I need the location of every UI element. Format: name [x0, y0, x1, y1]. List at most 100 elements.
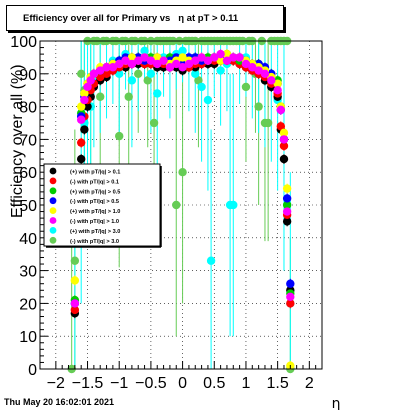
x-tick-label: 1	[242, 375, 251, 392]
data-point	[149, 118, 159, 128]
data-point	[282, 217, 292, 226]
data-point	[70, 299, 80, 308]
data-point	[76, 138, 86, 147]
data-point	[222, 56, 232, 65]
data-point	[86, 76, 95, 85]
data-point	[210, 53, 219, 62]
data-point	[191, 56, 200, 65]
legend-label: (-) with pT/|q| > 0.5	[70, 199, 119, 205]
data-point	[229, 200, 238, 210]
legend-label: (-) with pT/|q| > 3.0	[70, 239, 119, 245]
data-point	[178, 46, 187, 56]
data-point	[108, 63, 118, 72]
data-point	[76, 154, 86, 164]
data-point	[172, 59, 181, 69]
legend-label: (+) with pT/|q| > 1.0	[70, 209, 120, 215]
data-point	[273, 79, 282, 88]
data-point	[216, 66, 225, 75]
data-point	[282, 200, 292, 210]
data-point	[279, 154, 289, 164]
data-point	[89, 69, 99, 79]
x-tick-label: 0	[178, 375, 187, 392]
legend: (+) with pT/|q| > 0.1 (-) with pT/|q| > 0…	[43, 163, 162, 248]
data-point	[279, 135, 289, 144]
data-point	[282, 184, 292, 193]
y-tick-label: 50	[19, 198, 37, 215]
legend-marker	[49, 236, 57, 244]
data-point	[286, 299, 295, 308]
data-point	[153, 59, 162, 69]
data-point	[263, 118, 273, 128]
y-tick-label: 30	[19, 264, 37, 281]
x-tick-label: −2	[47, 375, 65, 392]
legend-marker	[49, 167, 57, 175]
y-axis-label: Efficiency over all (%)	[9, 64, 26, 218]
data-point	[178, 53, 187, 62]
y-tick-label: 90	[19, 67, 37, 84]
y-tick-label: 60	[19, 165, 37, 182]
data-point	[184, 59, 194, 69]
legend-marker	[49, 187, 57, 195]
data-point	[276, 122, 286, 131]
data-point	[153, 89, 162, 98]
legend-marker	[49, 197, 57, 205]
data-point	[178, 168, 187, 177]
data-point	[178, 63, 187, 72]
data-point	[197, 53, 206, 62]
data-point	[115, 131, 124, 141]
data-point	[127, 76, 137, 85]
data-point	[70, 256, 80, 265]
data-point	[83, 102, 92, 111]
data-point	[115, 59, 124, 69]
data-point	[159, 56, 168, 65]
data-point	[140, 53, 149, 62]
data-point	[191, 69, 200, 79]
data-point	[124, 92, 133, 101]
data-point	[121, 56, 130, 65]
data-point	[83, 82, 92, 92]
data-point	[286, 279, 295, 288]
data-point	[76, 115, 86, 124]
x-tick-label: −1	[110, 375, 128, 392]
data-point	[197, 82, 206, 92]
data-point	[76, 69, 86, 79]
data-point	[96, 72, 105, 82]
data-point	[70, 305, 80, 315]
legend-label: (+) with pT/|q| > 0.5	[70, 189, 120, 195]
data-point	[127, 59, 137, 69]
data-point	[102, 69, 111, 79]
data-point	[216, 56, 225, 65]
data-point	[241, 59, 251, 69]
data-point	[222, 49, 232, 59]
data-point	[248, 63, 257, 72]
data-point	[76, 102, 86, 111]
legend-label: (+) with pT/|q| > 3.0	[70, 229, 120, 235]
data-point	[115, 69, 124, 79]
y-tick-label: 20	[19, 296, 37, 313]
data-point	[203, 95, 213, 105]
data-point	[96, 92, 105, 101]
data-point	[273, 86, 282, 95]
data-point	[254, 102, 263, 111]
data-point	[279, 128, 289, 138]
legend-marker	[49, 217, 57, 224]
data-point	[241, 82, 251, 92]
data-point	[254, 66, 263, 75]
y-tick-label: 70	[19, 132, 37, 149]
legend-marker	[49, 177, 57, 185]
data-point	[282, 194, 292, 203]
data-point	[206, 256, 216, 265]
data-point	[102, 63, 111, 72]
axes: 0 10 20 30 40 50 60 70 80 90 100 −2 −1.5 −1 −0.5 0 0.5 1 1…	[10, 34, 317, 392]
y-tick-label: 40	[19, 231, 37, 248]
y-tick-label: 0	[28, 362, 37, 379]
data-point	[146, 69, 156, 79]
data-point	[143, 76, 152, 85]
data-point	[80, 89, 89, 98]
data-point	[70, 276, 80, 285]
data-point	[140, 46, 149, 56]
data-point	[134, 69, 143, 79]
data-point	[80, 95, 89, 105]
y-tick-label: 80	[19, 100, 37, 117]
